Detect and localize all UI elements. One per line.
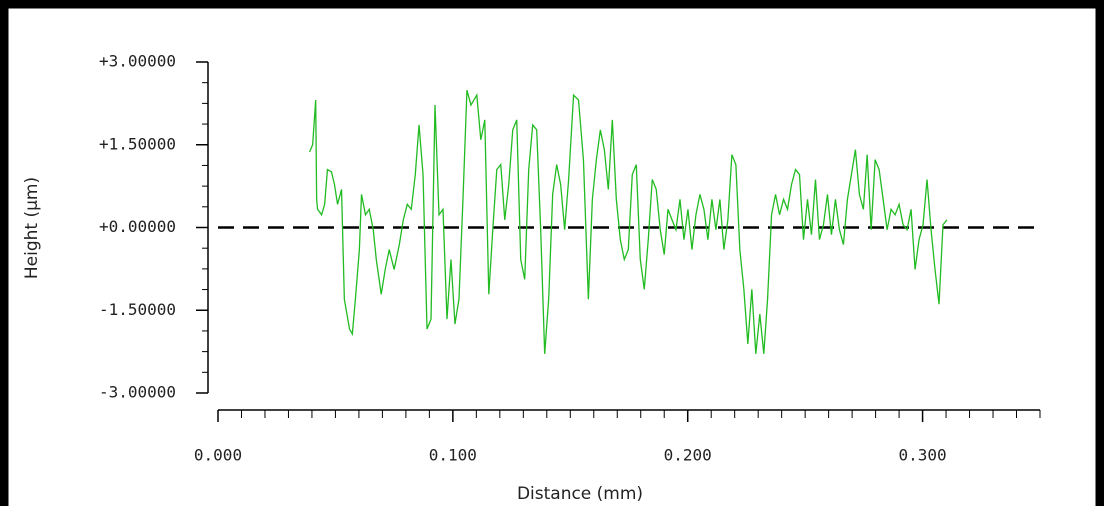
x-tick-label: 0.200 [664, 446, 712, 465]
x-tick-label: 0.300 [898, 446, 946, 465]
y-tick-label: -1.50000 [99, 300, 176, 319]
y-tick-label: +3.00000 [99, 52, 176, 71]
y-axis-title: Height (µm) [22, 177, 42, 279]
x-tick-label: 0.000 [194, 446, 242, 465]
y-tick-label: +1.50000 [99, 134, 176, 153]
y-tick-label: -3.00000 [99, 383, 176, 402]
profile-line [308, 89, 948, 354]
y-tick-label: +0.00000 [99, 217, 176, 236]
x-axis-title: Distance (mm) [517, 484, 643, 504]
x-tick-label: 0.100 [429, 446, 477, 465]
